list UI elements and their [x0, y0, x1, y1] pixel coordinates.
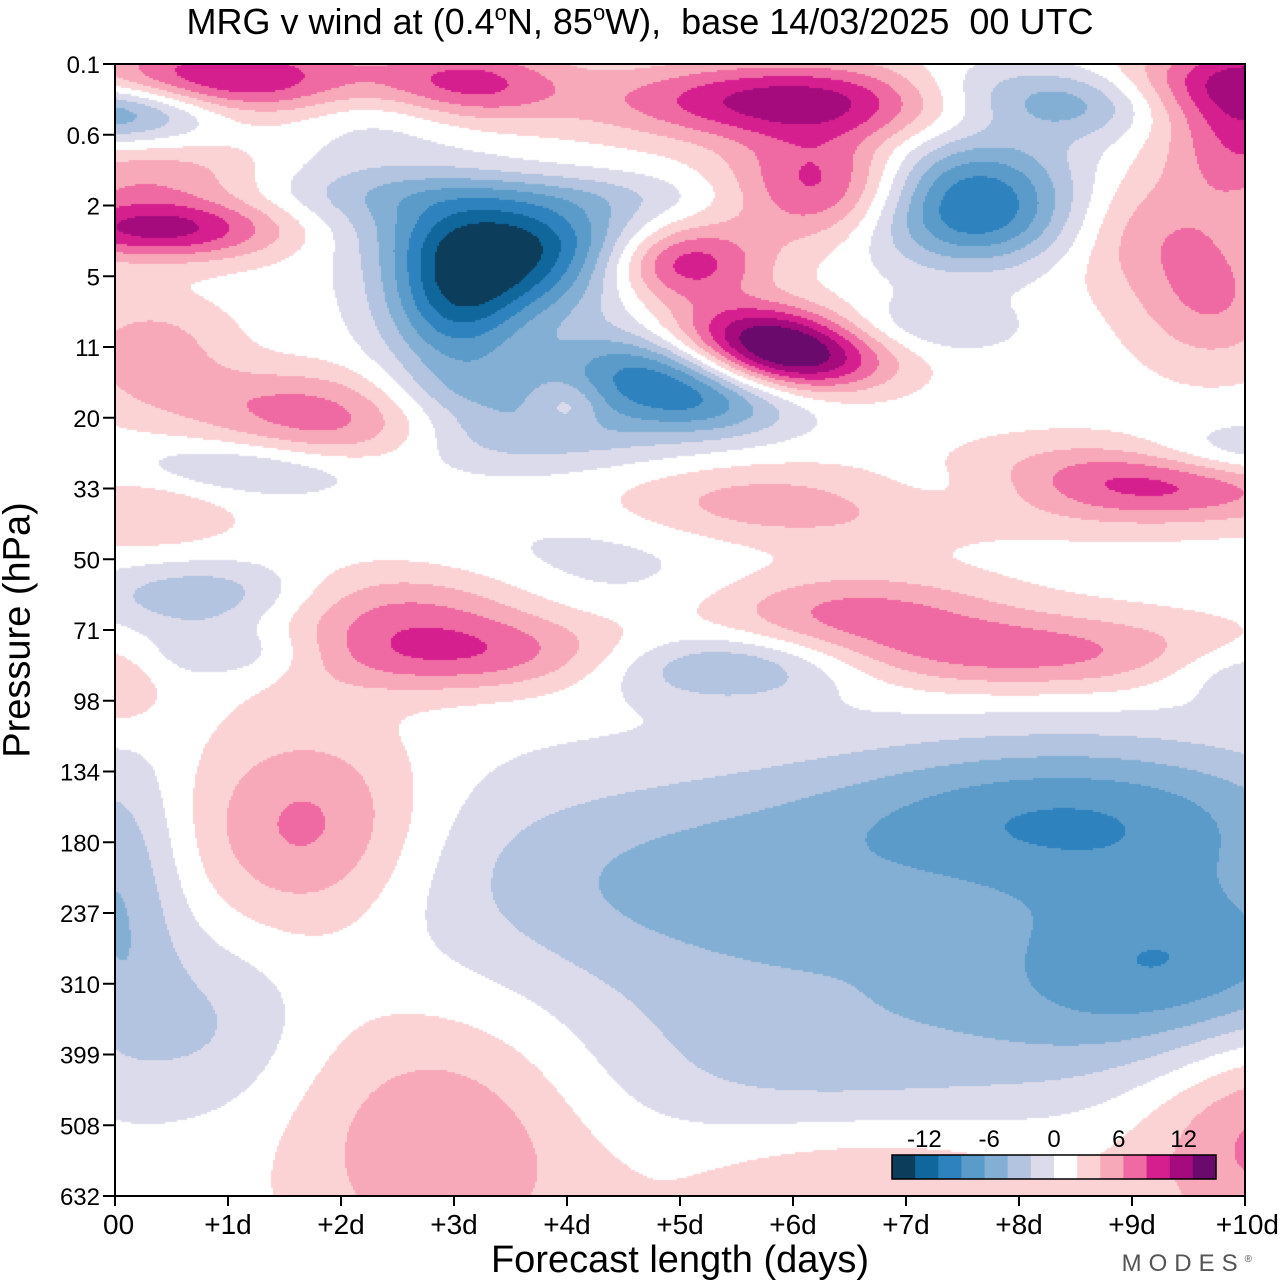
- y-tick-label: 71: [73, 618, 100, 645]
- y-tick-label: 20: [73, 406, 100, 433]
- y-tick-label: 11: [75, 335, 100, 362]
- x-tick-label: 00: [103, 1209, 134, 1240]
- colorbar-swatch: [1169, 1155, 1194, 1179]
- x-tick-label: +7d: [882, 1209, 930, 1240]
- colorbar-swatch: [1192, 1155, 1217, 1179]
- colorbar-tick-label: 0: [1047, 1126, 1060, 1153]
- x-tick-label: +2d: [317, 1209, 365, 1240]
- y-tick-label: 50: [73, 547, 100, 574]
- y-tick-label: 2: [87, 194, 100, 221]
- y-tick-label: 98: [73, 689, 100, 716]
- y-tick-label: 310: [60, 972, 100, 999]
- y-axis-label: Pressure (hPa): [0, 502, 39, 758]
- x-tick-label: +9d: [1108, 1209, 1156, 1240]
- colorbar-swatch: [1146, 1155, 1171, 1179]
- colorbar-tick-label: 6: [1112, 1126, 1125, 1153]
- colorbar-swatch: [938, 1155, 962, 1179]
- y-tick-label: 33: [73, 477, 100, 504]
- brand-logo: MODES®: [1121, 1250, 1252, 1277]
- y-tick-label: 399: [60, 1043, 100, 1070]
- y-tick-label: 180: [60, 830, 100, 857]
- y-tick-label: 0.1: [67, 52, 100, 79]
- colorbar-tick-label: -12: [907, 1126, 942, 1153]
- y-tick-label: 134: [60, 760, 100, 787]
- colorbar-swatch: [915, 1155, 939, 1179]
- x-tick-label: +1d: [204, 1209, 252, 1240]
- y-axis: 0.1 0.6 2 5 11 20 33 50 71 98 134 180 237 310 399 508 63…: [60, 52, 115, 1211]
- y-tick-label: 237: [60, 901, 100, 928]
- colorbar-swatch: [1030, 1155, 1055, 1179]
- y-tick-label: 5: [87, 264, 100, 291]
- colorbar-swatch: [1100, 1155, 1124, 1179]
- colorbar-outline: [891, 1154, 1217, 1180]
- x-tick-label: +4d: [543, 1209, 591, 1240]
- x-axis: 00 +1d +2d +3d +4d +5d +6d +7d +8d +9d +10d: [103, 1196, 1279, 1240]
- x-tick-label: +5d: [656, 1209, 704, 1240]
- colorbar-swatch: [1077, 1155, 1101, 1179]
- y-tick-label: 508: [60, 1113, 100, 1140]
- x-tick-label: +3d: [430, 1209, 478, 1240]
- x-tick-label: +10d: [1216, 1209, 1279, 1240]
- colorbar-swatch: [984, 1155, 1009, 1179]
- colorbar-swatch: [1123, 1155, 1148, 1179]
- chart-title: MRG v wind at (0.4oN, 85oW), base 14/03/…: [186, 0, 1094, 42]
- v-wind-field: [115, 64, 1245, 1196]
- colorbar-swatch: [961, 1155, 986, 1179]
- colorbar-swatch: [892, 1155, 916, 1179]
- y-tick-label: 632: [60, 1184, 100, 1211]
- plot-area: [115, 64, 1245, 1196]
- colorbar-tick-label: 12: [1170, 1126, 1197, 1153]
- colorbar-tick-label: -6: [979, 1126, 1000, 1153]
- x-axis-label: Forecast length (days): [490, 1239, 870, 1281]
- colorbar-swatch: [1054, 1155, 1078, 1179]
- y-tick-label: 0.6: [67, 123, 100, 150]
- colorbar-swatch: [1007, 1155, 1032, 1179]
- colorbar: -12 -6 0 6 12: [891, 1126, 1217, 1180]
- x-tick-label: +8d: [995, 1209, 1043, 1240]
- x-tick-label: +6d: [769, 1209, 817, 1240]
